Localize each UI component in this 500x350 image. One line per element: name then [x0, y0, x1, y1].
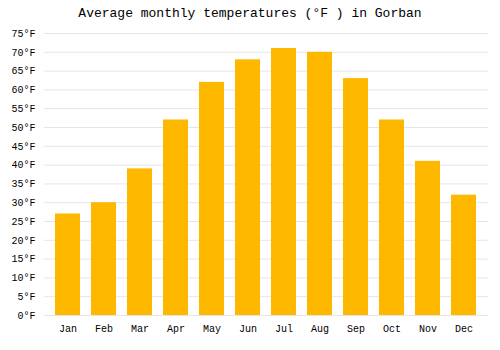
svg-text:60°F: 60°F: [11, 85, 35, 96]
svg-text:65°F: 65°F: [11, 66, 35, 77]
svg-text:20°F: 20°F: [11, 236, 35, 247]
svg-text:Mar: Mar: [131, 324, 149, 335]
svg-text:35°F: 35°F: [11, 179, 35, 190]
svg-text:25°F: 25°F: [11, 217, 35, 228]
svg-text:15°F: 15°F: [11, 254, 35, 265]
svg-text:Apr: Apr: [167, 324, 185, 335]
svg-text:Nov: Nov: [419, 324, 437, 335]
svg-text:5°F: 5°F: [17, 292, 35, 303]
svg-text:Aug: Aug: [311, 324, 329, 335]
svg-text:55°F: 55°F: [11, 104, 35, 115]
svg-text:Sep: Sep: [347, 324, 365, 335]
svg-text:45°F: 45°F: [11, 142, 35, 153]
svg-text:30°F: 30°F: [11, 198, 35, 209]
svg-text:Jan: Jan: [59, 324, 77, 335]
svg-text:Jul: Jul: [275, 324, 293, 335]
svg-text:Feb: Feb: [95, 324, 113, 335]
svg-text:May: May: [203, 324, 221, 335]
svg-text:Oct: Oct: [383, 324, 401, 335]
svg-text:50°F: 50°F: [11, 123, 35, 134]
svg-text:0°F: 0°F: [17, 311, 35, 322]
svg-text:Jun: Jun: [239, 324, 257, 335]
svg-text:75°F: 75°F: [11, 29, 35, 40]
svg-text:40°F: 40°F: [11, 160, 35, 171]
html-text:Average monthly temperatures (: Average monthly temperatures (°F ) in Go…: [78, 6, 422, 21]
svg-text:10°F: 10°F: [11, 273, 35, 284]
svg-text:Dec: Dec: [455, 324, 473, 335]
svg-text:70°F: 70°F: [11, 48, 35, 59]
